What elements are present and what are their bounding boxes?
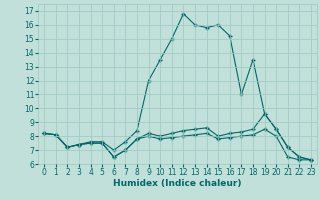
X-axis label: Humidex (Indice chaleur): Humidex (Indice chaleur) <box>113 179 242 188</box>
